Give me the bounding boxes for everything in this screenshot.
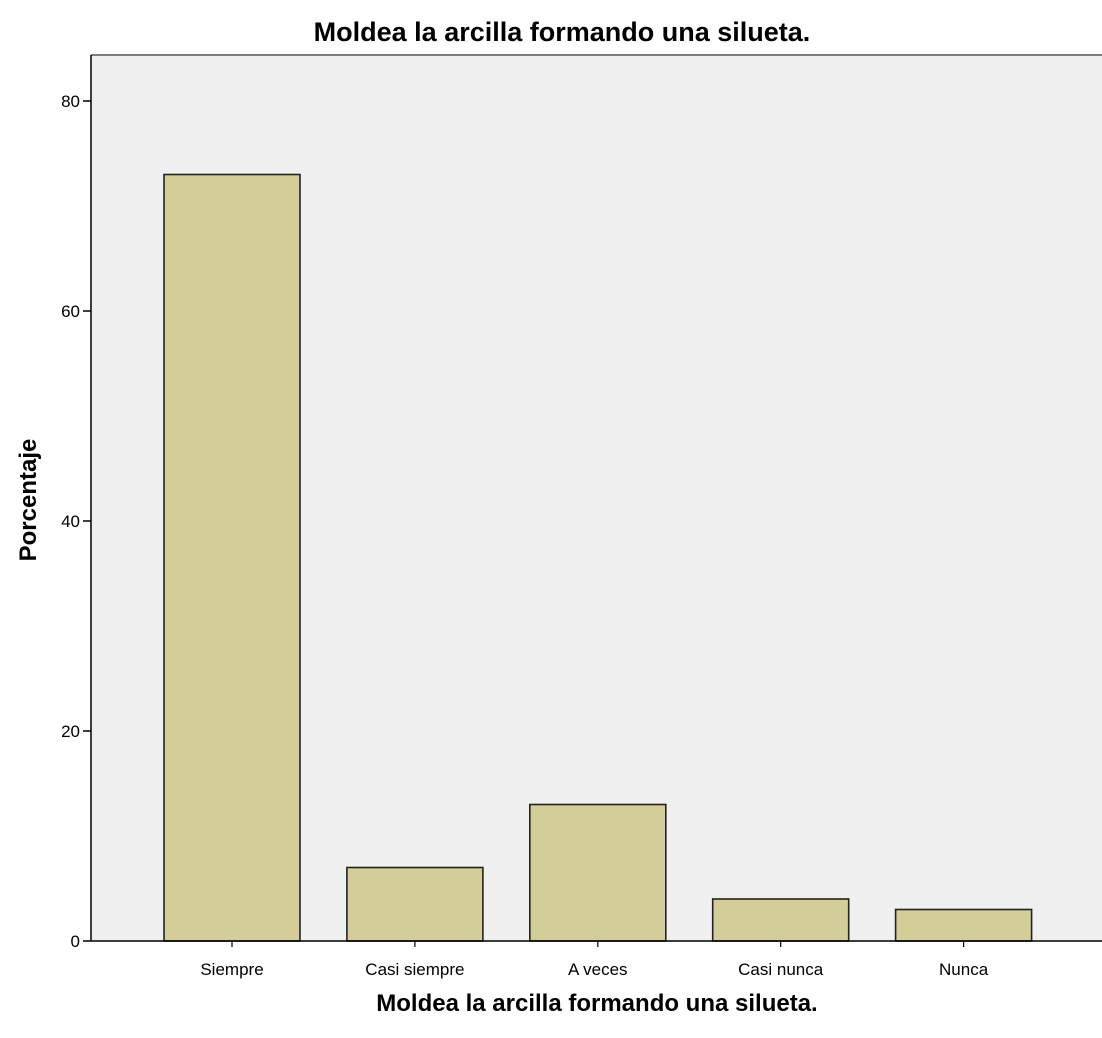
y-tick-label: 0 xyxy=(71,932,80,951)
x-axis-title: Moldea la arcilla formando una silueta. xyxy=(376,990,817,1017)
bar xyxy=(528,803,667,942)
bar xyxy=(711,898,850,942)
y-tick-label: 80 xyxy=(61,92,80,111)
y-axis-title: Porcentaje xyxy=(15,439,42,562)
x-tick-label: Casi nunca xyxy=(738,960,824,979)
y-tick-label: 20 xyxy=(61,722,80,741)
x-tick-label: Siempre xyxy=(200,960,263,979)
bar xyxy=(346,866,484,942)
y-tick-label: 60 xyxy=(61,302,80,321)
bars-group xyxy=(163,173,1033,942)
chart-title: Moldea la arcilla formando una silueta. xyxy=(314,17,811,47)
y-axis-ticks: 0 20 40 60 80 xyxy=(61,92,91,951)
x-tick-label: Nunca xyxy=(939,960,989,979)
bar xyxy=(894,908,1033,942)
x-tick-label: A veces xyxy=(568,960,628,979)
x-tick-label: Casi siempre xyxy=(365,960,464,979)
x-axis-tick-labels: Siempre Casi siempre A veces Casi nunca Nunc… xyxy=(200,941,989,979)
bar xyxy=(163,173,301,942)
y-tick-label: 40 xyxy=(61,512,80,531)
